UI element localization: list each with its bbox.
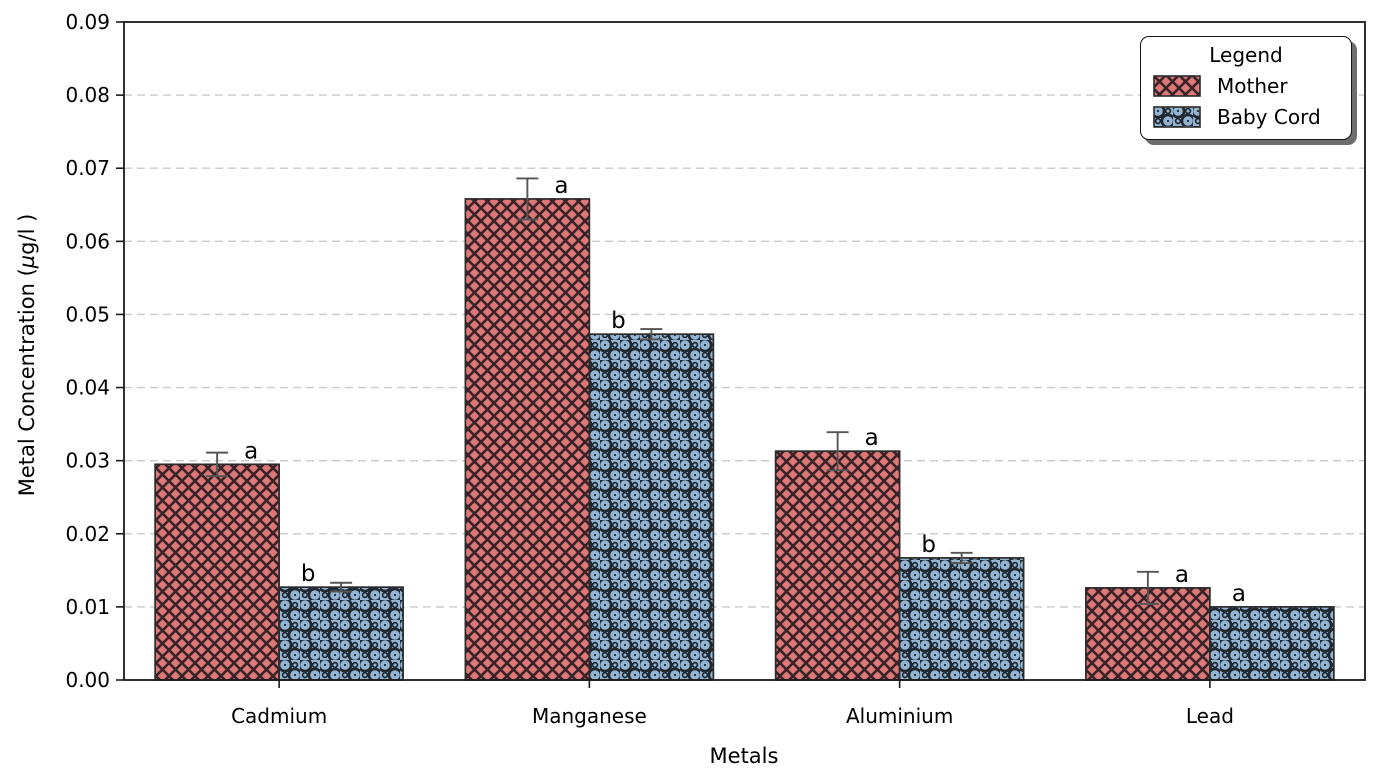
sig-letter-mother-manganese: a [554, 173, 568, 199]
sig-letter-baby-cord-manganese: b [611, 308, 626, 334]
bar-baby-cord-manganese [588, 333, 715, 681]
legend-swatch-mother-icon [1153, 75, 1201, 97]
legend-title: Legend [1209, 43, 1283, 67]
x-tick-label-manganese: Manganese [532, 704, 647, 728]
legend-item-mother: Mother [1153, 74, 1339, 98]
y-axis-label-post: g/l ) [15, 213, 39, 255]
y-tick-label: 0.03 [65, 449, 110, 473]
y-axis-label-mu: µ [15, 254, 39, 269]
legend: Legend Mother Baby Cord [1140, 36, 1352, 140]
bar-baby-cord-aluminium [898, 557, 1025, 681]
bar-mother-cadmium [154, 463, 280, 681]
bar-baby-cord-lead [1209, 606, 1335, 681]
sig-letter-mother-cadmium: a [244, 438, 258, 464]
y-tick-label: 0.04 [65, 376, 110, 400]
legend-swatch-baby-cord-icon [1153, 106, 1201, 128]
plot-border [123, 21, 1366, 681]
sig-letter-mother-aluminium: a [865, 425, 879, 451]
y-tick-label: 0.00 [65, 668, 110, 692]
y-axis-label-pre: Metal Concentration ( [15, 268, 39, 497]
bar-baby-cord-cadmium [278, 586, 404, 681]
legend-label-mother: Mother [1217, 74, 1288, 98]
y-tick-label: 0.09 [65, 10, 110, 34]
x-axis-label: Metals [709, 744, 779, 768]
sig-letter-baby-cord-cadmium: b [301, 561, 316, 587]
y-tick-label: 0.06 [65, 229, 110, 253]
y-tick-label: 0.01 [65, 595, 110, 619]
y-tick-label: 0.07 [65, 156, 110, 180]
y-tick-label: 0.08 [65, 83, 110, 107]
y-tick-label: 0.05 [65, 302, 110, 326]
sig-letter-mother-lead: a [1175, 562, 1189, 588]
x-tick-label-lead: Lead [1186, 704, 1234, 728]
bar-mother-manganese [464, 198, 591, 681]
y-axis-label: Metal Concentration (µg/l ) [13, 55, 41, 655]
legend-item-baby-cord: Baby Cord [1153, 105, 1339, 129]
legend-label-baby-cord: Baby Cord [1217, 105, 1321, 129]
sig-letter-baby-cord-aluminium: b [921, 532, 936, 558]
y-tick-label: 0.02 [65, 522, 110, 546]
x-tick-label-cadmium: Cadmium [231, 704, 327, 728]
bar-mother-aluminium [774, 450, 901, 681]
x-tick-label-aluminium: Aluminium [846, 704, 953, 728]
sig-letter-baby-cord-lead: a [1232, 581, 1246, 607]
